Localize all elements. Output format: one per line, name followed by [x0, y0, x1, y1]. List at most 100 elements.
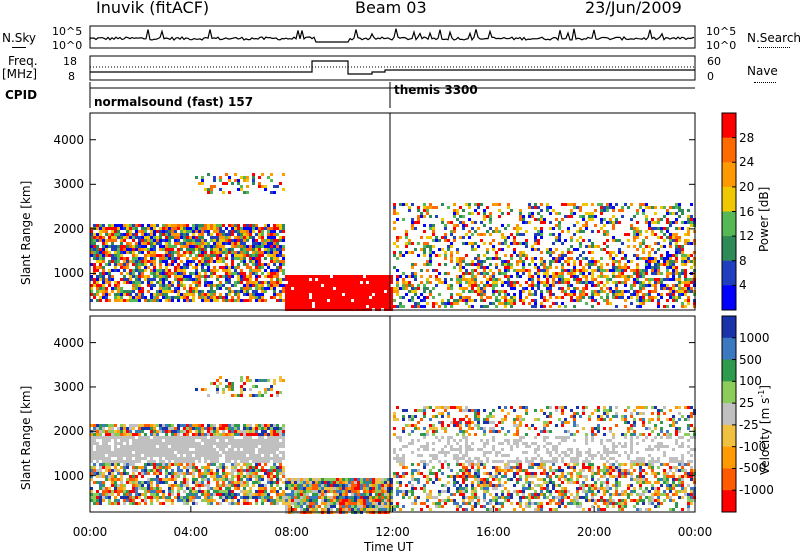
heat-cell [582, 257, 585, 260]
heat-cell [270, 439, 273, 442]
heat-cell [228, 290, 231, 293]
heat-cell [354, 296, 357, 299]
heat-cell [213, 382, 216, 385]
heat-cell [126, 272, 129, 275]
heat-cell [132, 487, 135, 490]
heat-cell [459, 296, 462, 299]
heat-cell [111, 454, 114, 457]
heat-cell [438, 239, 441, 242]
heat-cell [237, 293, 240, 296]
heat-cell [282, 263, 285, 266]
heat-cell [201, 239, 204, 242]
heat-cell [204, 188, 207, 191]
heat-cell [309, 508, 312, 511]
heat-cell [264, 499, 267, 502]
heat-cell [192, 499, 195, 502]
heat-cell [126, 442, 129, 445]
heat-cell [636, 296, 639, 299]
heat-cell [153, 254, 156, 257]
heat-cell [90, 278, 93, 281]
heat-cell [168, 472, 171, 475]
heat-cell [243, 278, 246, 281]
heat-cell [150, 502, 153, 505]
heat-cell [633, 230, 636, 233]
heat-cell [288, 478, 291, 481]
heat-cell [246, 191, 249, 194]
heat-cell [123, 463, 126, 466]
heat-cell [492, 245, 495, 248]
nave-label: Nave [747, 64, 778, 78]
heat-cell [690, 218, 693, 221]
heat-cell [507, 284, 510, 287]
heat-cell [678, 236, 681, 239]
heat-cell [132, 502, 135, 505]
heat-cell [117, 493, 120, 496]
heat-cell [195, 287, 198, 290]
heat-cell [426, 263, 429, 266]
heat-cell [255, 242, 258, 245]
heat-cell [270, 173, 273, 176]
heat-cell [279, 245, 282, 248]
heat-cell [126, 451, 129, 454]
heat-cell [645, 284, 648, 287]
heat-cell [249, 436, 252, 439]
heat-cell [240, 478, 243, 481]
heat-cell [99, 278, 102, 281]
heat-cell [222, 463, 225, 466]
heat-cell [240, 376, 243, 379]
heat-cell [240, 454, 243, 457]
heat-cell [306, 502, 309, 505]
heat-cell [129, 242, 132, 245]
heat-cell [411, 251, 414, 254]
heat-cell [150, 287, 153, 290]
heat-cell [237, 439, 240, 442]
heat-cell [672, 266, 675, 269]
heat-cell [498, 209, 501, 212]
heat-cell [675, 272, 678, 275]
heat-cell [657, 263, 660, 266]
heat-cell [219, 445, 222, 448]
heat-cell [393, 212, 396, 215]
heat-cell [468, 272, 471, 275]
heat-cell [231, 284, 234, 287]
heat-cell [486, 251, 489, 254]
heat-cell [249, 236, 252, 239]
heat-cell [93, 499, 96, 502]
heat-cell [108, 493, 111, 496]
heat-cell [207, 230, 210, 233]
heat-cell [414, 287, 417, 290]
heat-cell [252, 385, 255, 388]
heat-cell [276, 433, 279, 436]
heat-cell [552, 242, 555, 245]
heat-cell [198, 293, 201, 296]
heat-cell [534, 218, 537, 221]
heat-cell [261, 448, 264, 451]
heat-cell [186, 448, 189, 451]
heat-cell [171, 224, 174, 227]
heat-cell [99, 472, 102, 475]
nsky-line [89, 28, 695, 43]
heat-cell [177, 257, 180, 260]
heat-cell [198, 454, 201, 457]
heat-cell [186, 290, 189, 293]
heat-cell [300, 290, 303, 293]
heat-cell [621, 257, 624, 260]
heat-cell [666, 209, 669, 212]
heat-cell [591, 242, 594, 245]
heat-cell [216, 284, 219, 287]
heat-cell [144, 487, 147, 490]
heat-cell [669, 236, 672, 239]
heat-cell [213, 487, 216, 490]
heat-cell [99, 260, 102, 263]
heat-cell [471, 305, 474, 308]
heat-cell [534, 236, 537, 239]
heat-cell [366, 302, 369, 305]
heat-cell [141, 448, 144, 451]
heat-cell [474, 299, 477, 302]
heat-cell [270, 287, 273, 290]
heat-cell [600, 221, 603, 224]
heat-cell [252, 248, 255, 251]
heat-cell [180, 233, 183, 236]
heat-cell [240, 388, 243, 391]
heat-cell [279, 260, 282, 263]
